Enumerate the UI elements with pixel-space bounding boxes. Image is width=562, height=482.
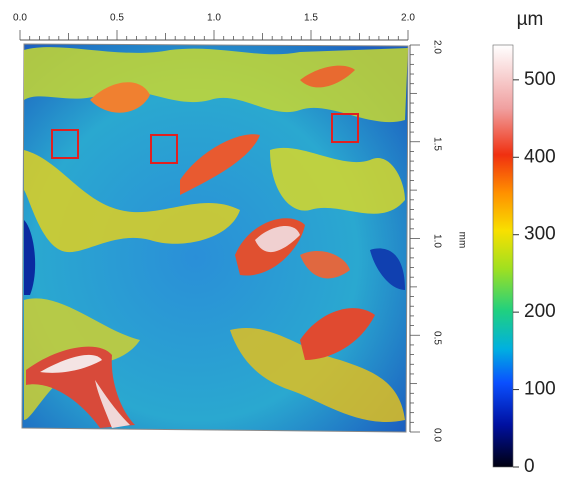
colorbar	[492, 44, 514, 468]
x-tick-label: 1.0	[207, 13, 221, 24]
colorbar-tick-label: 400	[524, 146, 556, 167]
colorbar-tick-label: 100	[524, 379, 556, 400]
y-axis-label: mm	[456, 232, 467, 249]
y-tick-label: 1.5	[431, 137, 442, 151]
y-tick-label: 0.0	[431, 428, 442, 442]
x-tick-label: 2.0	[401, 13, 415, 24]
colorbar-tick-label: 500	[524, 69, 556, 90]
y-tick-label: 1.0	[431, 234, 442, 248]
colorbar-tick-label: 200	[524, 301, 556, 322]
surface	[21, 43, 409, 433]
y-tick-label: 0.5	[431, 331, 442, 345]
y-tick-label: 2.0	[431, 40, 442, 54]
x-tick-label: 0.0	[13, 13, 27, 24]
x-tick-label: 1.5	[304, 13, 318, 24]
colorbar-tick-label: 0	[524, 456, 535, 477]
colorbar-tick-label: 300	[524, 224, 556, 245]
x-tick-label: 0.5	[110, 13, 124, 24]
colorbar-unit: µm	[517, 9, 544, 30]
